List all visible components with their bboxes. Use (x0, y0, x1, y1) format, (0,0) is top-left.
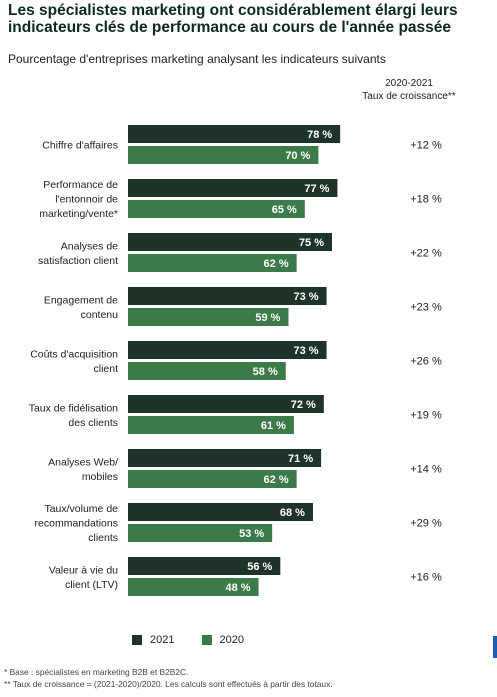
category-label-line: marketing/vente* (39, 208, 118, 220)
data-label-2021: 77 % (304, 183, 329, 195)
category-label-line: mobiles (82, 471, 118, 483)
bar-2020 (128, 146, 319, 164)
footnote-growth-definition: ** Taux de croissance = (2021-2020)/2020… (4, 679, 333, 689)
bar-2020 (128, 578, 259, 596)
legend-label-2020: 2020 (219, 634, 245, 646)
growth-value: +19 % (410, 410, 442, 422)
data-label-2021: 56 % (247, 561, 272, 573)
growth-value: +29 % (410, 518, 442, 530)
bar-2021 (128, 557, 281, 575)
category-label-line: Taux de fidélisation (29, 402, 118, 414)
category-label: Valeur à vie du client (LTV) (49, 564, 118, 591)
data-label-2020: 65 % (272, 204, 297, 216)
data-label-2020: 61 % (261, 420, 286, 432)
legend-swatch-2021 (132, 635, 142, 645)
bar-2020 (128, 254, 297, 272)
bar-2020 (128, 308, 289, 326)
growth-value: +12 % (410, 140, 442, 152)
category-label-line: Analyses de (61, 240, 118, 252)
data-label-2021: 73 % (293, 345, 318, 357)
bar-chart: Chiffre d'affaires 78 % 70 % +12 % Performan… (29, 125, 442, 596)
category-label-line: recommandations (35, 518, 118, 530)
category-label-line: client (LTV) (65, 579, 118, 591)
edge-marker (493, 636, 497, 658)
growth-value: +18 % (410, 194, 442, 206)
data-label-2021: 71 % (288, 453, 313, 465)
data-label-2020: 58 % (253, 366, 278, 378)
category-label-line: des clients (68, 417, 118, 429)
category-label-line: client (93, 363, 118, 375)
data-label-2021: 73 % (293, 291, 318, 303)
data-label-2021: 72 % (291, 399, 316, 411)
growth-value: +16 % (410, 572, 442, 584)
bar-2020 (128, 200, 305, 218)
legend-item-2021: 2021 (132, 634, 174, 646)
growth-value: +22 % (410, 248, 442, 260)
category-label: Analyses Web/mobiles (48, 456, 118, 483)
chart-title: Les spécialistes marketing ont considéra… (8, 2, 458, 36)
bar-2021 (128, 179, 338, 197)
bar-2020 (128, 470, 297, 488)
bar-2021 (128, 449, 322, 467)
category-label-line: clients (88, 532, 118, 544)
category-label: Performance de l'entonnoir de marketing/ve… (39, 179, 118, 220)
data-label-2020: 53 % (239, 528, 264, 540)
bar-2021 (128, 233, 332, 251)
legend-item-2020: 2020 (201, 634, 245, 646)
category-label: Coûts d'acquisition client (30, 348, 118, 375)
data-label-2021: 68 % (280, 507, 305, 519)
data-label-2020: 62 % (264, 474, 289, 486)
category-label-line: Analyses Web/ (48, 456, 118, 468)
category-label: Analyses de satisfaction client (38, 240, 118, 267)
bar-2020 (128, 524, 273, 542)
bar-2021 (128, 125, 341, 143)
growth-column-header: 2020-2021 Taux de croissance** (362, 78, 456, 102)
category-label: Taux de fidélisation des clients (29, 402, 118, 429)
data-label-2020: 62 % (264, 258, 289, 270)
category-label-line: Valeur à vie du (49, 564, 118, 576)
category-label-line: contenu (81, 309, 119, 321)
growth-value: +14 % (410, 464, 442, 476)
data-label-2021: 78 % (307, 129, 332, 141)
bar-2021 (128, 287, 327, 305)
bar-2021 (128, 503, 313, 521)
category-label-line: Chiffre d'affaires (42, 140, 118, 152)
category-label-line: Coûts d'acquisition (30, 348, 118, 360)
footnote-base: * Base : spécialistes en marketing B2B e… (4, 667, 189, 677)
legend-label-2021: 2021 (150, 634, 175, 646)
category-label: Chiffre d'affaires (42, 140, 118, 152)
category-label-line: Performance de (43, 179, 118, 191)
data-label-2020: 70 % (285, 150, 310, 162)
data-label-2020: 59 % (255, 312, 280, 324)
category-label-line: l'entonnoir de (55, 194, 118, 206)
footnotes: * Base : spécialistes en marketing B2B e… (4, 666, 333, 690)
category-label-line: Taux/volume de (44, 503, 118, 515)
growth-value: +26 % (410, 356, 442, 368)
bar-2020 (128, 416, 294, 434)
chart-subtitle: Pourcentage d'entreprises marketing anal… (8, 52, 386, 66)
data-label-2020: 48 % (225, 582, 250, 594)
chart-legend: 2021 2020 (132, 634, 268, 648)
legend-swatch-2020 (201, 635, 212, 645)
category-label: Taux/volume de recommandations clients (35, 503, 119, 544)
bar-2021 (128, 395, 324, 413)
category-label-line: Engagement de (44, 294, 118, 306)
category-label: Engagement de contenu (44, 294, 118, 321)
growth-value: +23 % (410, 302, 442, 314)
bar-2020 (128, 362, 286, 380)
category-label-line: satisfaction client (38, 255, 118, 267)
data-label-2021: 75 % (299, 237, 324, 249)
bar-2021 (128, 341, 327, 359)
